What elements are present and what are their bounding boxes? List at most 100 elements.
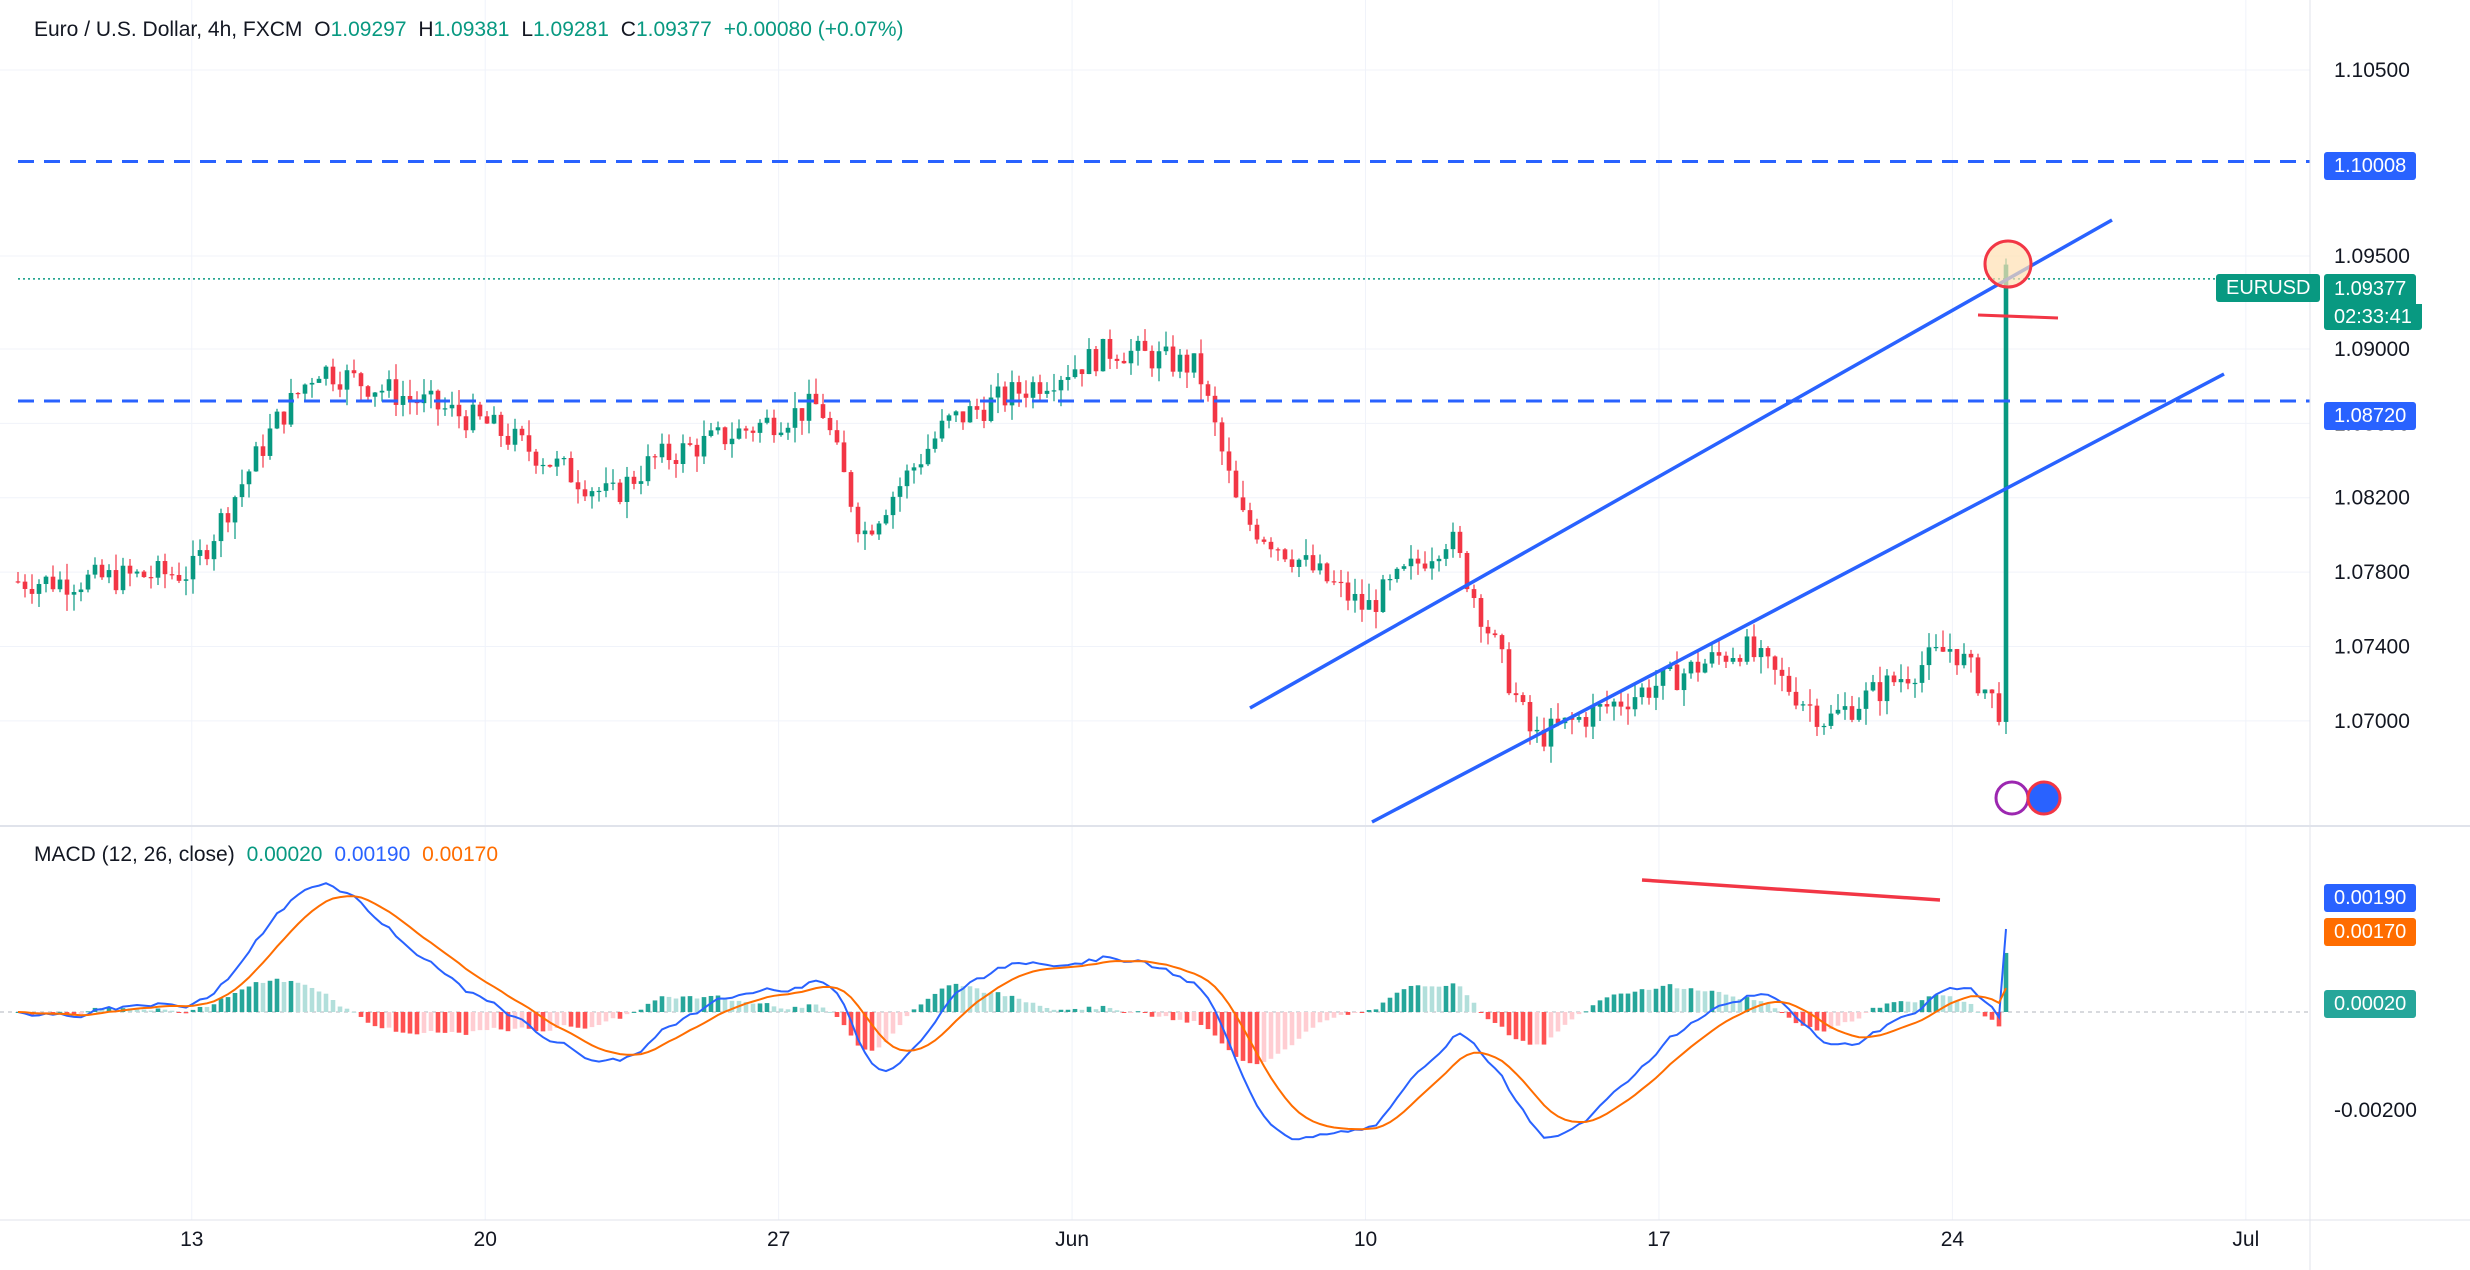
countdown-tag: 02:33:41 [2324,304,2422,330]
candle-body [211,541,217,560]
channel-lower-line [1371,372,2225,824]
candle-body [939,420,945,439]
price-tick-label: 1.09500 [2334,245,2410,268]
candle-body [218,513,224,542]
candle-body [1618,701,1624,707]
candle-body [624,476,630,502]
candle-body [99,564,105,578]
candle-body [1681,673,1687,691]
candle-body [246,471,252,485]
candle-body [645,456,651,482]
macd-hist-bar [1933,994,1939,1012]
macd-hist-bar [295,982,301,1012]
candle-body [1863,690,1869,709]
macd-hist-bar [589,1012,595,1028]
macd-hist-bar [1135,1011,1141,1013]
macd-hist-bar [1296,1012,1302,1039]
candle-body [1513,693,1519,696]
macd-hist-bar [603,1012,609,1022]
candle-body [995,386,1001,398]
macd-hist-bar [1877,1007,1883,1012]
macd-hist-bar [1282,1012,1288,1050]
candle-body [631,476,637,484]
candle-body [491,414,497,424]
candle-body [1996,693,2002,722]
macd-hist-bar [456,1012,462,1033]
macd-hist-bar [1569,1012,1575,1020]
macd-hist-bar [50,1012,56,1013]
candle-body [428,390,434,395]
macd-hist-bar [1198,1012,1204,1025]
candle-body [484,416,490,424]
macd-hist-bar [1142,1012,1148,1013]
candle-body [1884,675,1890,702]
macd-hist-bar [1912,1002,1918,1012]
macd-hist-bar [673,998,679,1012]
macd-hist-bar [379,1012,385,1029]
candle-body [1093,349,1099,372]
macd-hist-bar [134,1008,140,1012]
macd-hist-bar [1646,989,1652,1012]
macd-hist-bar [967,986,973,1012]
candle-body [78,589,84,593]
macd-hist-bar [1240,1012,1246,1061]
macd-hist-bar [883,1012,889,1042]
candle-body [1940,647,1946,652]
candle-body [372,392,378,397]
candle-body [869,530,875,535]
macd-hist-bar [323,993,329,1012]
macd-tick-label: -0.00200 [2334,1099,2417,1122]
macd-hist-bar [225,997,231,1012]
candle-body [1506,649,1512,694]
candle-body [722,427,728,445]
macd-hist-bar [1401,989,1407,1012]
symbol-title: Euro / U.S. Dollar, 4h, FXCM [34,18,303,41]
candle-body [1786,675,1792,692]
candle-body [1198,353,1204,385]
candle-body [1163,346,1169,352]
macd-hist-bar [757,1003,763,1012]
macd-hist-bar [1324,1012,1330,1021]
macd-hist-bar [316,991,322,1012]
macd-hist-bar [337,1006,343,1012]
macd-hist-bar [1800,1012,1806,1026]
macd-hist-bar [1513,1012,1519,1040]
macd-hist-bar [1499,1012,1505,1027]
candle-body [1779,669,1785,676]
candle-body [792,408,798,428]
macd-hist-bar [512,1012,518,1029]
candle-body [85,574,91,590]
candle-body [1828,713,1834,726]
macd-hist-bar [1443,985,1449,1012]
macd-hist-bar [1191,1012,1197,1021]
macd-hist-bar [1163,1012,1169,1017]
candle-body [309,382,315,385]
macd-hist-bar [1331,1012,1337,1018]
candle-body [1639,687,1645,698]
candle-body [1401,566,1407,569]
macd-hist-bar [1352,1012,1358,1013]
candle-body [1758,648,1764,658]
macd-hist-bar [554,1012,560,1028]
low-value: 1.09281 [533,18,609,41]
candle-body [1772,656,1778,670]
candle-body [1233,470,1239,498]
candle-body [1926,647,1932,666]
candle-body [834,430,840,443]
candle-body [1345,582,1351,601]
macd-hist-bar [652,1000,658,1012]
price-tick-label: 1.09000 [2334,338,2410,361]
candle-body [365,386,371,397]
candle-body [1632,697,1638,710]
macd-hist-bar [596,1012,602,1026]
candle-body [358,373,364,387]
candle-body [449,404,455,409]
macd-hist-bar [575,1012,581,1028]
candle-body [589,491,595,497]
macd-hist-bar [1541,1012,1547,1045]
candle-body [197,550,203,556]
macd-hist-bar [960,986,966,1012]
candle-body [764,417,770,423]
macd-hist-bar [953,983,959,1012]
